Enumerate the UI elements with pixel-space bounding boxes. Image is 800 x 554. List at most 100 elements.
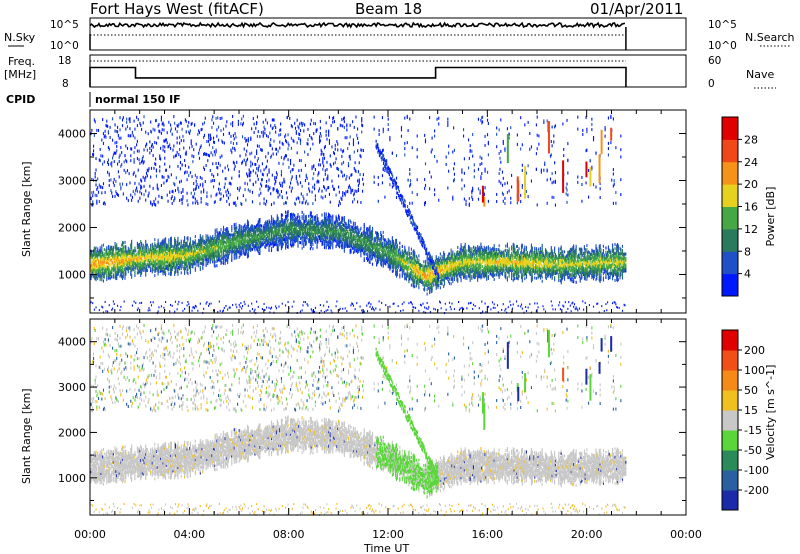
power-cell xyxy=(169,310,170,312)
power-cell xyxy=(161,118,162,121)
power-cell xyxy=(194,192,195,195)
power-cell xyxy=(206,202,207,205)
power-cell xyxy=(211,303,212,305)
power-cell xyxy=(225,190,226,193)
power-cell xyxy=(273,187,274,190)
power-cell xyxy=(225,182,226,185)
power-cell xyxy=(244,301,245,303)
power-cell xyxy=(221,154,222,157)
power-cell xyxy=(171,173,172,176)
power-cell xyxy=(90,301,91,303)
power-cell xyxy=(125,245,126,248)
power-cell xyxy=(273,140,274,143)
power-cell xyxy=(279,193,280,196)
power-cell xyxy=(249,310,250,312)
power-cell xyxy=(167,194,168,197)
power-cell xyxy=(236,226,237,229)
power-cell xyxy=(197,310,198,312)
power-cell xyxy=(102,163,103,166)
power-cell xyxy=(248,188,249,191)
power-cell xyxy=(234,162,235,165)
power-cell xyxy=(196,176,197,179)
power-cell xyxy=(220,255,221,258)
power-cell xyxy=(172,305,173,307)
power-cell xyxy=(259,188,260,191)
power-cell xyxy=(280,133,281,136)
power-cell xyxy=(224,186,225,189)
power-cell xyxy=(132,131,133,134)
power-cell xyxy=(158,306,159,308)
power-cell xyxy=(116,149,117,152)
power-cell xyxy=(126,117,127,120)
power-cell xyxy=(143,148,144,151)
power-cell xyxy=(127,125,128,128)
power-cell xyxy=(216,264,217,267)
power-cell xyxy=(211,173,212,176)
power-cell xyxy=(266,165,267,168)
power-cell xyxy=(264,168,265,171)
power-cell xyxy=(201,144,202,147)
power-cell xyxy=(164,145,165,148)
power-cell xyxy=(91,251,92,254)
power-cell xyxy=(239,174,240,177)
power-cell xyxy=(153,146,154,149)
power-cell xyxy=(235,149,236,152)
power-cell xyxy=(293,301,294,303)
power-cell xyxy=(204,134,205,137)
power-cell xyxy=(297,119,298,122)
power-cell xyxy=(164,163,165,166)
power-cell xyxy=(170,304,171,306)
power-cell xyxy=(133,190,134,193)
power-cell xyxy=(187,178,188,181)
power-cell xyxy=(206,153,207,156)
power-cell xyxy=(102,306,103,308)
power-cell xyxy=(193,188,194,191)
power-cell xyxy=(112,117,113,120)
power-cell xyxy=(177,137,178,140)
power-cell xyxy=(155,197,156,200)
power-cell xyxy=(196,187,197,190)
power-cell xyxy=(191,139,192,142)
power-cell xyxy=(154,129,155,132)
power-cell xyxy=(206,164,207,167)
power-cell xyxy=(125,128,126,131)
power-cell xyxy=(282,303,283,305)
power-cell xyxy=(202,183,203,186)
power-cell xyxy=(237,187,238,190)
power-cell xyxy=(195,262,196,265)
power-cell xyxy=(134,158,135,161)
power-cell xyxy=(191,175,192,178)
power-cell xyxy=(137,157,138,160)
power-cell xyxy=(121,151,122,154)
power-cell xyxy=(100,246,101,249)
power-cell xyxy=(128,199,129,202)
power-cell xyxy=(226,194,227,197)
power-cell xyxy=(156,169,157,172)
power-cell xyxy=(124,160,125,163)
power-cell xyxy=(254,309,255,311)
power-cell xyxy=(191,142,192,145)
power-cell xyxy=(133,134,134,137)
power-cell xyxy=(104,252,105,255)
power-cell xyxy=(182,190,183,193)
power-cell xyxy=(244,188,245,191)
power-cell xyxy=(113,181,114,184)
power-cell xyxy=(181,122,182,125)
power-cell xyxy=(147,269,148,272)
power-cell xyxy=(110,178,111,181)
nsearch-label: N.Search xyxy=(745,31,795,44)
power-cell xyxy=(258,178,259,181)
power-cell xyxy=(285,211,286,214)
power-cell xyxy=(91,191,92,194)
power-cell xyxy=(156,175,157,178)
power-cell xyxy=(177,303,178,305)
power-cell xyxy=(143,160,144,163)
power-cell xyxy=(97,277,98,280)
power-cell xyxy=(291,190,292,193)
power-cell xyxy=(282,182,283,185)
power-cell xyxy=(215,265,216,268)
power-cell xyxy=(265,118,266,121)
power-cell xyxy=(199,148,200,151)
power-cell xyxy=(254,310,255,312)
figure-title: Fort Hays West (fitACF) xyxy=(90,0,264,18)
